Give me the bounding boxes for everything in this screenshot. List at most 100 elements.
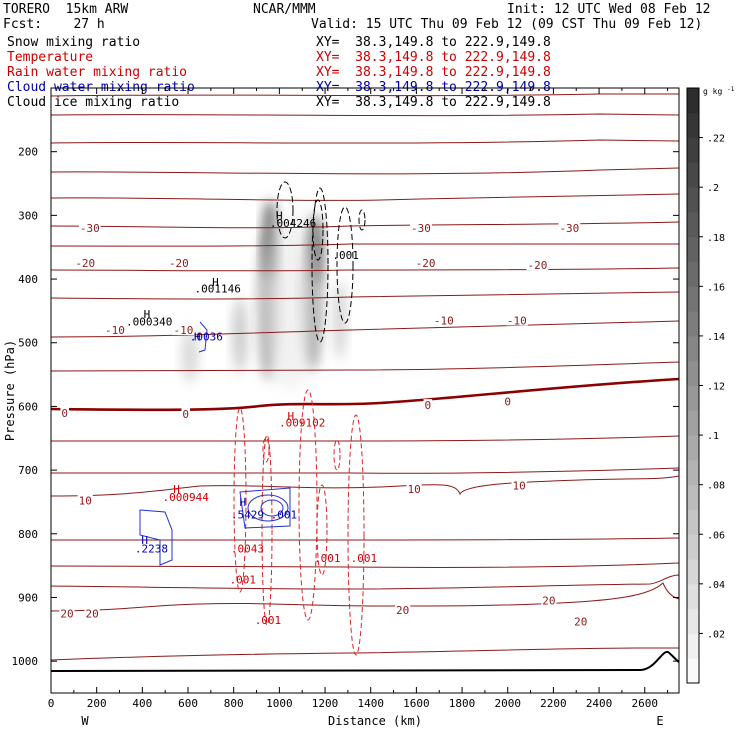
plot-axes: 0 200 400 600 800 1000 1200 1400 1600 1800 2000 220… xyxy=(3,87,680,728)
shade-blob xyxy=(260,210,320,390)
x-tick-label: 2200 xyxy=(540,697,567,710)
isotherm-label-bg xyxy=(406,483,422,495)
colorbar-step xyxy=(687,261,699,287)
high-marker: H xyxy=(194,330,201,343)
rain-contour xyxy=(333,439,341,471)
isotherm-label-bg xyxy=(573,615,589,627)
isotherm-label: -10 xyxy=(434,314,454,327)
isotherm-label: 0 xyxy=(182,408,189,421)
isotherm-label: 20 xyxy=(542,595,555,608)
forecast-hour: Fcst: 27 h xyxy=(3,17,105,32)
colorbar-step xyxy=(687,360,699,386)
colorbar-tick-label: .1 xyxy=(707,431,719,442)
x-tick-label: 1400 xyxy=(357,697,384,710)
isotherm-line xyxy=(51,467,679,474)
contour-label: .001 xyxy=(271,509,298,522)
rain-contour xyxy=(316,484,328,576)
y-tick-label: 300 xyxy=(18,209,38,222)
field-xy: XY= 38.3,149.8 to 222.9,149.8 xyxy=(316,35,551,50)
y-axis-label: Pressure (hPa) xyxy=(3,340,17,441)
x-tick-label: 2600 xyxy=(631,697,658,710)
center-title: NCAR/MMM xyxy=(253,2,316,17)
x-tick-label: 600 xyxy=(178,697,198,710)
isotherm-label: -20 xyxy=(416,257,436,270)
colorbar: .02 .04 .06 .08 .1 .12 .14 .16 .18 .2 .22 g kg -1 xyxy=(686,86,735,684)
colorbar-tick-label: .18 xyxy=(707,233,725,244)
maximum-label: .000944 xyxy=(163,491,210,504)
isotherm-label: 0 xyxy=(504,395,511,408)
isotherm-line xyxy=(51,377,679,412)
isotherm-label-bg xyxy=(410,222,432,234)
y-tick-label: 400 xyxy=(18,273,38,286)
isotherm-label: 10 xyxy=(407,483,420,496)
isotherm-label-bg xyxy=(432,314,455,326)
valid-time: Valid: 15 UTC Thu 09 Feb 12 (09 CST Thu … xyxy=(311,17,703,32)
colorbar-tick-label: .14 xyxy=(707,332,725,343)
contour-label: .001 xyxy=(351,552,378,565)
isotherm-label-bg xyxy=(104,324,126,335)
isotherm-label-bg xyxy=(167,257,190,269)
west-label: W xyxy=(81,714,89,728)
ice-contour xyxy=(312,199,324,261)
high-marker: H xyxy=(287,410,294,423)
model-title: TORERO 15km ARW xyxy=(3,2,129,17)
x-tick-label: 200 xyxy=(87,697,107,710)
isotherm-label-bg xyxy=(423,399,433,411)
x-tick-label: 400 xyxy=(132,697,152,710)
east-label: E xyxy=(656,714,663,728)
colorbar-step xyxy=(687,633,699,659)
isotherm-line xyxy=(51,562,679,569)
x-tick-label: 0 xyxy=(48,697,55,710)
isotherm-label-bg xyxy=(511,479,527,491)
plot-frame xyxy=(50,87,680,694)
isotherm-label-bg xyxy=(558,222,581,234)
high-marker: H xyxy=(240,496,247,509)
x-tick-label: 1800 xyxy=(449,697,476,710)
rain-contours xyxy=(233,389,365,656)
colorbar-step xyxy=(687,459,699,486)
field-name: Cloud ice mixing ratio xyxy=(7,95,180,110)
isotherm-line xyxy=(51,574,679,590)
colorbar-step xyxy=(687,658,699,684)
isotherm-line xyxy=(51,167,679,175)
isotherm-line xyxy=(51,93,679,97)
colorbar-tick-label: .08 xyxy=(707,481,725,492)
isotherm-line xyxy=(51,267,679,272)
cloud-water-contour xyxy=(139,509,173,566)
cloud-water-contours xyxy=(139,321,291,566)
colorbar-step xyxy=(687,534,699,560)
isotherm-line xyxy=(51,647,679,661)
cloud-water-contour xyxy=(239,487,291,529)
high-marker: H xyxy=(173,483,180,496)
isotherm-line xyxy=(51,537,679,541)
colorbar-tick-label: .06 xyxy=(707,530,725,541)
cloud-water-contour xyxy=(198,321,208,353)
isotherm-label-bg xyxy=(60,406,70,418)
colorbar-tick-label: .22 xyxy=(707,134,725,145)
ice-contour xyxy=(336,206,354,324)
shade-blob xyxy=(233,297,247,373)
init-time: Init: 12 UTC Wed 08 Feb 12 xyxy=(507,2,711,17)
contour-label: .001 xyxy=(255,614,282,627)
colorbar-tick-label: .04 xyxy=(707,580,725,591)
ice-contours xyxy=(276,181,366,343)
x-tick-label: 800 xyxy=(224,697,244,710)
y-tick-label: 800 xyxy=(18,528,38,541)
isotherm-label: -20 xyxy=(527,259,547,272)
y-tick-label: 900 xyxy=(18,591,38,604)
colorbar-tick-label: .16 xyxy=(707,282,725,293)
rain-contour xyxy=(347,414,365,656)
colorbar-step xyxy=(687,559,699,585)
isotherm-line xyxy=(51,139,679,144)
x-tick-label: 2400 xyxy=(586,697,613,710)
cloud-water-contour xyxy=(247,494,289,522)
isotherm-label-bg xyxy=(74,257,97,269)
colorbar-unit: g kg -1 xyxy=(703,86,735,96)
colorbar-tick-label: .2 xyxy=(707,183,719,194)
isotherm-label-bg xyxy=(541,594,557,606)
colorbar-step xyxy=(687,311,699,337)
isotherm-label: -10 xyxy=(507,314,527,327)
shade-blob xyxy=(334,280,346,360)
isotherm-label-bg xyxy=(395,604,411,616)
isotherm-label: -30 xyxy=(411,222,431,235)
